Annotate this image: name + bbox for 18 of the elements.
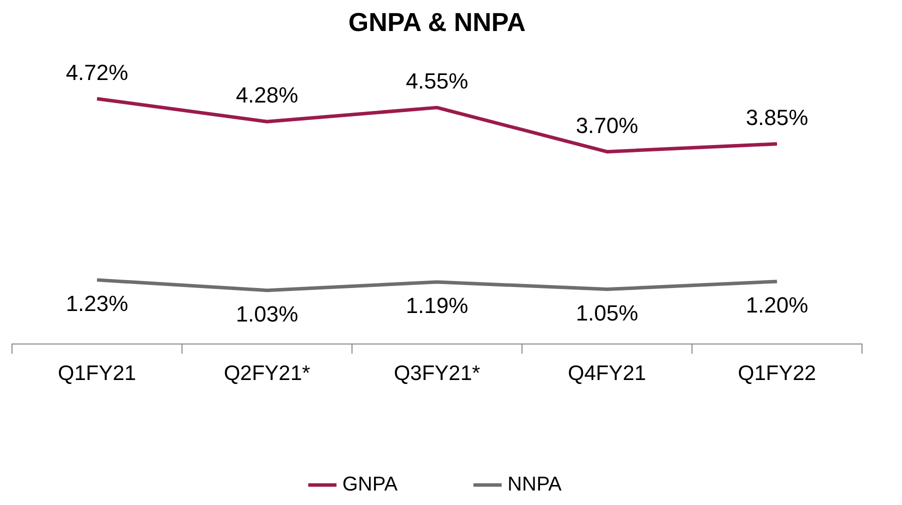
x-tick-label: Q2FY21* xyxy=(224,362,310,386)
data-label: 1.19% xyxy=(406,293,468,318)
data-label: 3.85% xyxy=(746,104,808,130)
x-tick-label: Q1FY22 xyxy=(738,362,816,386)
data-label: 1.03% xyxy=(236,301,298,326)
data-label: 1.05% xyxy=(576,300,638,326)
chart-title: GNPA & NNPA xyxy=(348,6,526,37)
x-tick-label: Q4FY21 xyxy=(568,362,646,386)
data-label: 4.72% xyxy=(66,60,128,85)
data-label: 3.70% xyxy=(576,112,638,138)
data-label: 4.28% xyxy=(236,82,298,108)
data-label: 4.55% xyxy=(406,68,468,94)
data-label: 1.23% xyxy=(66,291,128,316)
x-tick-label: Q3FY21* xyxy=(394,362,480,386)
legend-label: GNPA xyxy=(342,474,398,496)
data-label: 1.20% xyxy=(746,292,808,318)
legend-label: NNPA xyxy=(508,474,562,496)
x-tick-label: Q1FY21 xyxy=(58,362,136,386)
